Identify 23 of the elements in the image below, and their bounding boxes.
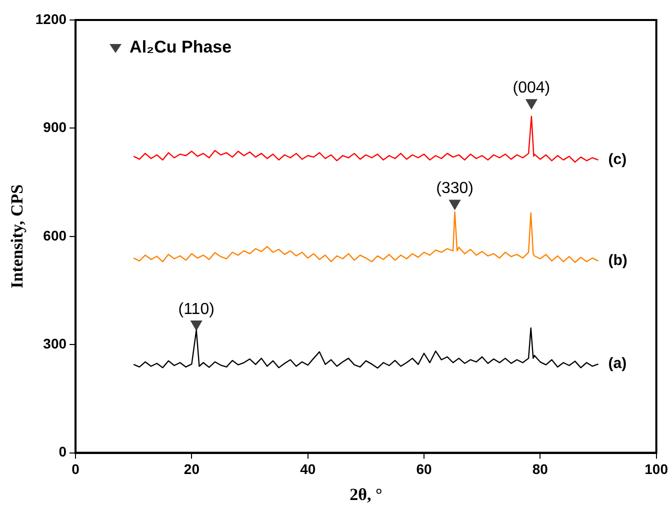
y-tick-label: 1200	[35, 10, 67, 27]
annotation: (110)	[178, 301, 214, 318]
x-tick-label: 20	[184, 461, 200, 478]
x-tick-label: 60	[416, 461, 432, 478]
x-tick-label: 80	[532, 461, 548, 478]
legend-label: Al₂Cu Phase	[130, 38, 232, 57]
y-tick-label: 0	[58, 444, 67, 460]
y-tick-label: 900	[43, 119, 67, 136]
x-tick-label: 40	[300, 461, 316, 478]
series-label: (c)	[608, 151, 627, 168]
series-label: (a)	[608, 355, 627, 372]
x-axis-title: 2θ, °	[350, 485, 382, 504]
point	[526, 99, 538, 110]
annotation: (004)	[512, 80, 550, 97]
point	[449, 200, 460, 210]
y-tick-label: 300	[43, 335, 67, 352]
y-axis-title: Intensity, CPS	[8, 184, 27, 288]
x-tick-label: 100	[644, 461, 668, 478]
point	[190, 320, 202, 331]
x-tick-label: 0	[72, 461, 80, 478]
y-tick-label: 600	[43, 227, 67, 244]
series-label: (b)	[608, 252, 628, 270]
annotation: (330)	[436, 180, 474, 198]
